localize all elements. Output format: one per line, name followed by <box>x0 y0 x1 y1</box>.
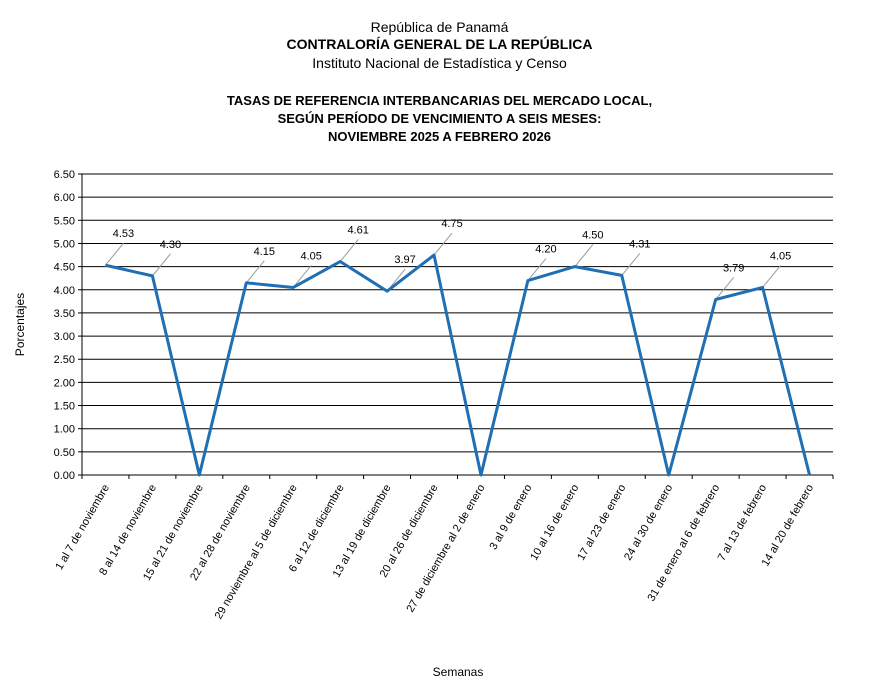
data-label: 4.50 <box>582 230 603 242</box>
leader-line <box>527 258 547 281</box>
y-tick-label: 2.50 <box>54 354 75 366</box>
x-tick-label: 24 al 30 de enero <box>622 483 675 563</box>
header-institution: CONTRALORÍA GENERAL DE LA REPÚBLICA <box>286 36 593 52</box>
y-tick-label: 0.50 <box>54 447 75 459</box>
leader-line <box>762 265 781 288</box>
data-label: 4.31 <box>629 238 650 250</box>
x-axis-title: Semanas <box>433 665 484 679</box>
y-tick-label: 5.50 <box>54 215 75 227</box>
y-tick-label: 1.50 <box>54 401 75 413</box>
chart-title-line-2: SEGÚN PERÍODO DE VENCIMIENTO A SEIS MESE… <box>277 111 602 126</box>
data-labels: 4.53 4.30 4.15 4.05 4.61 3.97 4.75 4.20 4.50 4.31… <box>113 218 792 274</box>
header-institute: Instituto Nacional de Estadística y Cens… <box>312 55 567 71</box>
y-tick-label: 0.00 <box>54 470 75 482</box>
y-tick-label: 3.50 <box>54 308 75 320</box>
chart-title-line-3: NOVIEMBRE 2025 A FEBRERO 2026 <box>328 129 551 144</box>
y-tick-label: 4.50 <box>54 262 75 274</box>
y-tick-label: 6.50 <box>54 169 75 181</box>
y-tick-label: 3.00 <box>54 331 75 343</box>
x-tick-label: 3 al 9 de enero <box>487 483 534 553</box>
leader-line <box>339 239 359 262</box>
data-label: 4.30 <box>160 239 181 251</box>
leader-line <box>292 265 312 288</box>
chart-title-line-1: TASAS DE REFERENCIA INTERBANCARIAS DEL M… <box>226 93 653 108</box>
x-tick-label: 27 de diciembre al 2 de enero <box>404 483 487 615</box>
data-label: 4.05 <box>301 250 322 262</box>
x-tick-label: 10 al 16 de enero <box>528 483 581 563</box>
leader-line <box>621 253 641 276</box>
data-label: 4.05 <box>770 250 791 262</box>
data-label: 4.53 <box>113 228 134 240</box>
data-label: 4.20 <box>535 244 556 256</box>
y-tick-label: 1.00 <box>54 424 75 436</box>
data-label: 3.79 <box>723 262 744 274</box>
y-axis-title: Porcentajes <box>13 293 27 356</box>
series-line <box>105 253 811 477</box>
x-tick-label: 17 al 23 de enero <box>575 483 628 563</box>
y-tick-label: 4.00 <box>54 285 75 297</box>
leader-line <box>433 232 453 256</box>
x-axis-tick-marks <box>81 475 834 479</box>
data-label-leader-lines <box>105 232 781 300</box>
x-tick-label: 14 al 20 de febrero <box>760 483 817 569</box>
data-label: 3.97 <box>394 254 415 266</box>
x-tick-label: 1 al 7 de noviembre <box>53 483 112 573</box>
y-axis-tick-labels: 0.00 0.50 1.00 1.50 2.00 2.50 3.00 3.50 4.00 4.50… <box>54 169 75 482</box>
data-label: 4.75 <box>441 218 462 230</box>
leader-line <box>715 277 735 300</box>
leader-line <box>152 253 171 277</box>
data-label: 4.61 <box>347 225 368 237</box>
y-tick-label: 5.00 <box>54 238 75 250</box>
y-tick-label: 2.00 <box>54 377 75 389</box>
header-country: República de Panamá <box>370 19 509 35</box>
x-tick-label: 29 noviembre al 5 de diciembre <box>213 483 300 622</box>
leader-line <box>574 244 594 267</box>
leader-line <box>105 242 124 266</box>
leader-line <box>245 260 265 284</box>
y-tick-label: 6.00 <box>54 192 75 204</box>
x-tick-label: 7 al 13 de febrero <box>716 483 770 564</box>
data-label: 4.15 <box>254 246 275 258</box>
gridlines <box>78 173 833 476</box>
